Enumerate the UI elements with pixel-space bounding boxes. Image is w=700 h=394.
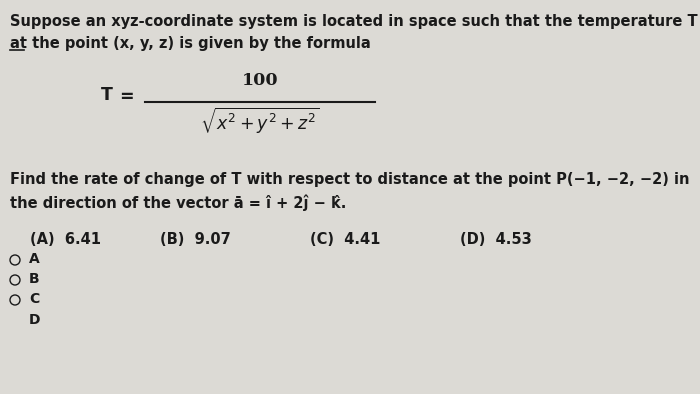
Text: Suppose an xyz-coordinate system is located in space such that the temperature T: Suppose an xyz-coordinate system is loca… [10, 14, 698, 29]
Text: $\mathbf{T}$: $\mathbf{T}$ [100, 87, 113, 104]
Text: (C)  4.41: (C) 4.41 [310, 232, 380, 247]
Text: A: A [29, 252, 40, 266]
Text: (D)  4.53: (D) 4.53 [460, 232, 532, 247]
Text: $\sqrt{x^2 + y^2 + z^2}$: $\sqrt{x^2 + y^2 + z^2}$ [200, 106, 320, 136]
Text: C: C [29, 292, 39, 306]
Text: 100: 100 [241, 72, 279, 89]
Text: (A)  6.41: (A) 6.41 [30, 232, 101, 247]
Text: Find the rate of change of T with respect to distance at the point P(−1, −2, −2): Find the rate of change of T with respec… [10, 172, 689, 187]
Text: $\mathbf{=}$: $\mathbf{=}$ [116, 87, 134, 104]
Text: D: D [29, 313, 41, 327]
Text: the direction of the vector ā = î + 2ĵ − k̂.: the direction of the vector ā = î + 2ĵ −… [10, 194, 346, 210]
Text: B: B [29, 272, 40, 286]
Text: at the point (x, y, z) is given by the formula: at the point (x, y, z) is given by the f… [10, 36, 371, 51]
Text: (B)  9.07: (B) 9.07 [160, 232, 231, 247]
